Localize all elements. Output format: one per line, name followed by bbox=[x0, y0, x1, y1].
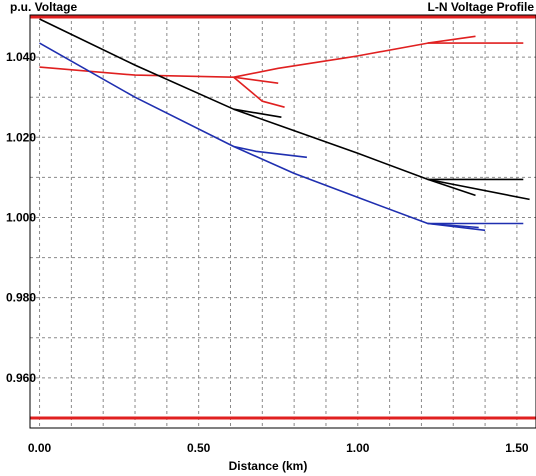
x-tick-label: 1.00 bbox=[346, 441, 370, 455]
y-tick-labels: 1.040 1.020 1.000 0.980 0.960 bbox=[6, 50, 36, 385]
series-segment bbox=[233, 76, 279, 84]
y-axis-label: p.u. Voltage bbox=[10, 0, 78, 14]
plot-frame bbox=[29, 14, 536, 429]
series-segment bbox=[427, 178, 476, 197]
x-tick-label: 0.50 bbox=[187, 441, 211, 455]
x-tick-labels: 0.00 0.50 1.00 1.50 bbox=[28, 441, 529, 455]
series-segment bbox=[427, 35, 476, 44]
chart-title: L-N Voltage Profile bbox=[427, 0, 534, 14]
y-tick-label: 0.960 bbox=[6, 371, 36, 385]
y-tick-label: 1.040 bbox=[6, 50, 36, 64]
x-tick-label: 0.00 bbox=[28, 441, 52, 455]
series-segment bbox=[233, 76, 285, 108]
series-segment bbox=[427, 222, 479, 229]
voltage-limit-lines bbox=[30, 15, 536, 420]
series-segment bbox=[233, 145, 307, 159]
y-tick-label: 1.000 bbox=[6, 210, 36, 224]
grid-lines bbox=[30, 15, 536, 428]
y-tick-label: 0.980 bbox=[6, 291, 36, 305]
x-tick-label: 1.50 bbox=[505, 441, 529, 455]
series-lines bbox=[39, 18, 530, 232]
y-tick-label: 1.020 bbox=[6, 130, 36, 144]
series-segment bbox=[39, 18, 530, 201]
x-axis-label: Distance (km) bbox=[228, 459, 308, 473]
series-segment bbox=[233, 42, 524, 78]
series-segment bbox=[39, 42, 524, 225]
series-segment bbox=[233, 108, 282, 118]
series-segment bbox=[39, 66, 234, 78]
